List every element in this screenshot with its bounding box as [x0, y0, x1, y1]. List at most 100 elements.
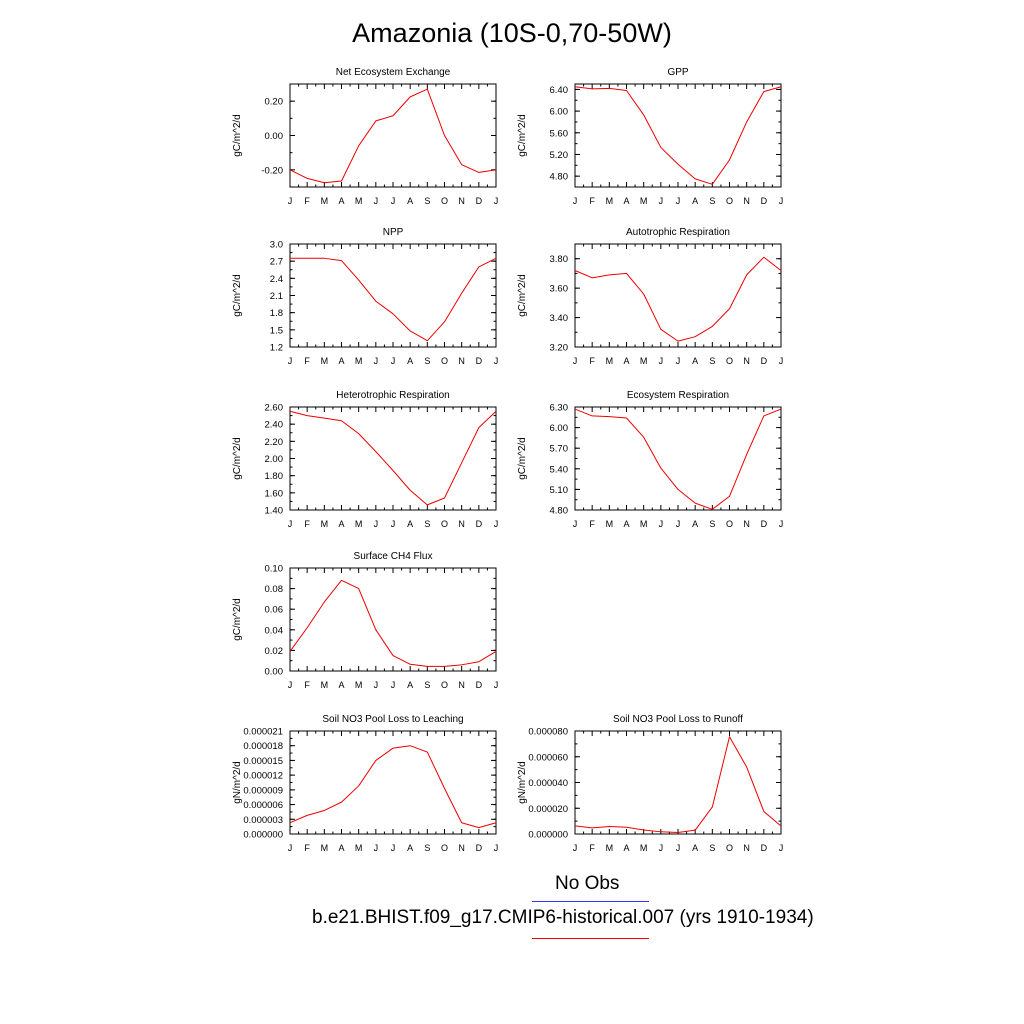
x-tick-label: A [623, 356, 629, 366]
y-tick-label: 6.00 [550, 423, 569, 434]
x-tick-label: F [589, 356, 595, 366]
x-tick-label: A [338, 196, 344, 206]
y-tick-label: 1.60 [265, 488, 284, 499]
chart-title: NPP [383, 227, 404, 238]
x-tick-label: S [424, 196, 430, 206]
series-line-1 [289, 88, 497, 184]
legend-obs-label: No Obs [555, 873, 620, 894]
x-tick-label: J [573, 196, 578, 206]
y-tick-label: 0.06 [265, 605, 284, 616]
x-tick-label: J [659, 519, 664, 529]
legend-model-line [532, 938, 649, 939]
x-tick-label: F [304, 196, 310, 206]
x-tick-label: J [676, 356, 681, 366]
x-tick-label: A [692, 519, 698, 529]
y-tick-label: 3.40 [550, 313, 569, 324]
x-tick-label: J [391, 843, 396, 853]
x-tick-label: O [441, 356, 448, 366]
x-tick-label: J [391, 356, 396, 366]
y-tick-label: 2.20 [265, 437, 284, 448]
x-tick-label: A [338, 680, 344, 690]
plot-frame [289, 730, 497, 835]
y-tick-label: 0.000012 [243, 771, 283, 782]
x-tick-label: J [288, 680, 293, 690]
x-tick-label: O [726, 519, 733, 529]
x-tick-label: N [743, 519, 750, 529]
y-tick-label: 0.000040 [528, 778, 568, 789]
x-tick-label: J [573, 843, 578, 853]
x-tick-label: N [458, 356, 465, 366]
plot-frame [574, 406, 782, 511]
x-tick-label: S [424, 519, 430, 529]
legend-model-label: b.e21.BHIST.f09_g17.CMIP6-historical.007… [312, 907, 814, 928]
x-tick-label: M [355, 843, 363, 853]
x-tick-label: D [476, 843, 483, 853]
legend-obs-line [532, 901, 649, 902]
y-tick-label: 0.000000 [528, 830, 568, 841]
x-tick-label: J [676, 843, 681, 853]
plot-frame [574, 243, 782, 348]
x-tick-label: A [407, 680, 413, 690]
chart-title: GPP [667, 67, 688, 78]
x-tick-label: N [458, 196, 465, 206]
x-tick-label: S [709, 519, 715, 529]
x-tick-label: M [606, 843, 614, 853]
series-line-1 [289, 410, 497, 506]
chart-title: Net Ecosystem Exchange [336, 67, 451, 78]
x-tick-label: D [761, 356, 768, 366]
x-tick-label: D [476, 196, 483, 206]
x-tick-label: M [321, 843, 329, 853]
x-tick-label: O [726, 356, 733, 366]
y-tick-label: 1.80 [265, 471, 284, 482]
x-tick-label: S [709, 843, 715, 853]
series-line-1 [289, 745, 497, 829]
x-tick-label: J [659, 356, 664, 366]
x-tick-label: J [374, 519, 379, 529]
y-tick-label: 0.20 [265, 97, 284, 108]
y-tick-label: 4.80 [550, 506, 569, 517]
y-tick-label: 0.02 [265, 646, 284, 657]
x-tick-label: M [606, 356, 614, 366]
x-tick-label: N [458, 680, 465, 690]
series-line-1 [574, 256, 782, 342]
chart-panel-9: Soil NO3 Pool Loss to Leaching gN/m^2/d J F… [232, 714, 498, 853]
x-tick-label: M [606, 196, 614, 206]
y-tick-label: 3.0 [270, 240, 283, 251]
y-tick-label: 0.04 [265, 625, 284, 636]
x-tick-label: D [761, 196, 768, 206]
y-tick-label: 0.08 [265, 584, 284, 595]
y-tick-label: 6.30 [550, 403, 569, 414]
x-tick-label: M [321, 356, 329, 366]
chart-title: Heterotrophic Respiration [336, 390, 449, 401]
x-tick-label: A [623, 519, 629, 529]
x-tick-label: J [779, 843, 784, 853]
x-tick-label: F [304, 843, 310, 853]
x-tick-label: O [441, 843, 448, 853]
x-tick-label: M [321, 680, 329, 690]
y-tick-label: 5.60 [550, 128, 569, 139]
x-tick-label: F [589, 196, 595, 206]
y-tick-label: 2.40 [265, 420, 284, 431]
y-tick-label: 3.20 [550, 343, 569, 354]
y-tick-label: 2.4 [270, 274, 283, 285]
y-tick-label: 0.10 [265, 564, 284, 575]
plot-frame [289, 83, 497, 188]
x-tick-label: M [355, 196, 363, 206]
y-tick-label: 0.000021 [243, 727, 283, 738]
y-tick-label: 1.40 [265, 506, 284, 517]
y-axis-label: gC/m^2/d [517, 114, 528, 157]
y-tick-label: 5.70 [550, 444, 569, 455]
x-tick-label: D [476, 680, 483, 690]
x-tick-label: J [494, 680, 499, 690]
x-tick-label: A [407, 843, 413, 853]
chart-title: Autotrophic Respiration [626, 227, 730, 238]
series-line-1 [289, 579, 497, 667]
y-axis-label: gC/m^2/d [232, 598, 243, 641]
chart-title: Ecosystem Respiration [627, 390, 729, 401]
